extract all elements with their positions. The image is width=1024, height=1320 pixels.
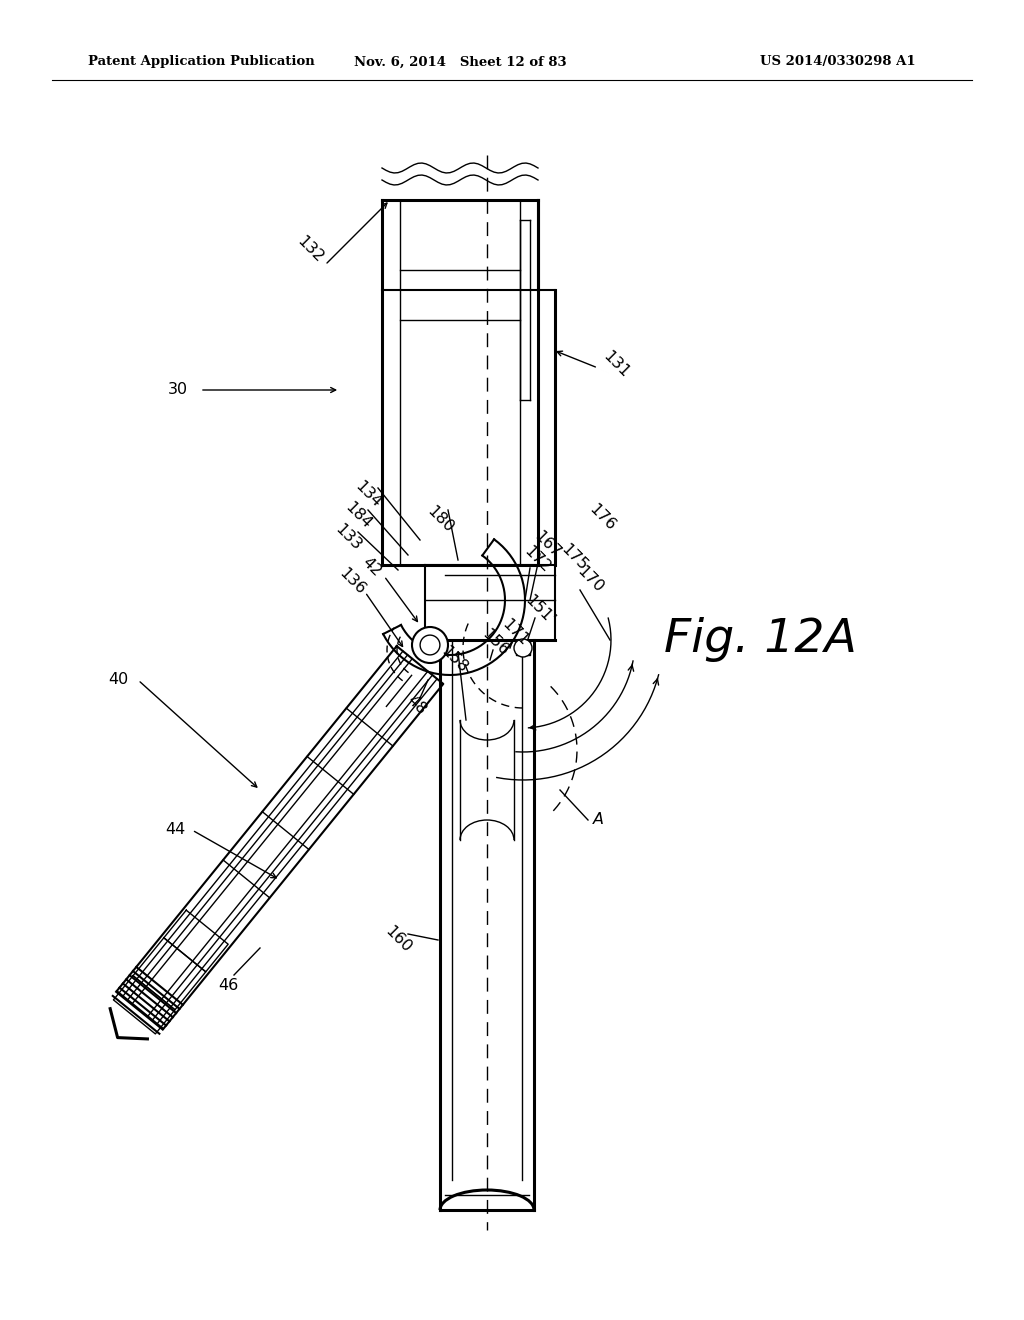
Text: 134: 134 — [352, 479, 384, 511]
Text: 44: 44 — [165, 822, 185, 837]
Circle shape — [514, 639, 532, 657]
Text: 48: 48 — [404, 693, 429, 718]
Text: 158: 158 — [438, 644, 470, 676]
Text: Nov. 6, 2014   Sheet 12 of 83: Nov. 6, 2014 Sheet 12 of 83 — [353, 55, 566, 69]
Text: 30: 30 — [168, 383, 188, 397]
Text: N: N — [520, 644, 526, 652]
Text: 133: 133 — [332, 521, 364, 554]
Text: 40: 40 — [108, 672, 128, 688]
Circle shape — [412, 627, 449, 663]
Circle shape — [420, 635, 440, 655]
Text: Patent Application Publication: Patent Application Publication — [88, 55, 314, 69]
Text: 172: 172 — [521, 544, 553, 576]
Text: 180: 180 — [424, 504, 456, 536]
Text: 170: 170 — [573, 564, 606, 597]
Text: 46: 46 — [218, 978, 239, 993]
Text: 136: 136 — [336, 566, 368, 598]
Text: 184: 184 — [342, 500, 374, 532]
Text: 151': 151' — [522, 593, 558, 628]
Text: 42: 42 — [359, 554, 384, 579]
Text: Fig. 12A: Fig. 12A — [664, 618, 856, 663]
Text: 132: 132 — [294, 234, 326, 267]
Text: A: A — [593, 813, 603, 828]
Text: 171: 171 — [499, 616, 531, 649]
Text: 160: 160 — [382, 924, 414, 956]
Text: 176: 176 — [586, 502, 618, 535]
Text: 175: 175 — [558, 543, 590, 574]
Text: US 2014/0330298 A1: US 2014/0330298 A1 — [760, 55, 915, 69]
Text: 156: 156 — [479, 627, 511, 659]
Text: 131: 131 — [600, 348, 632, 381]
Text: 167: 167 — [530, 529, 563, 561]
